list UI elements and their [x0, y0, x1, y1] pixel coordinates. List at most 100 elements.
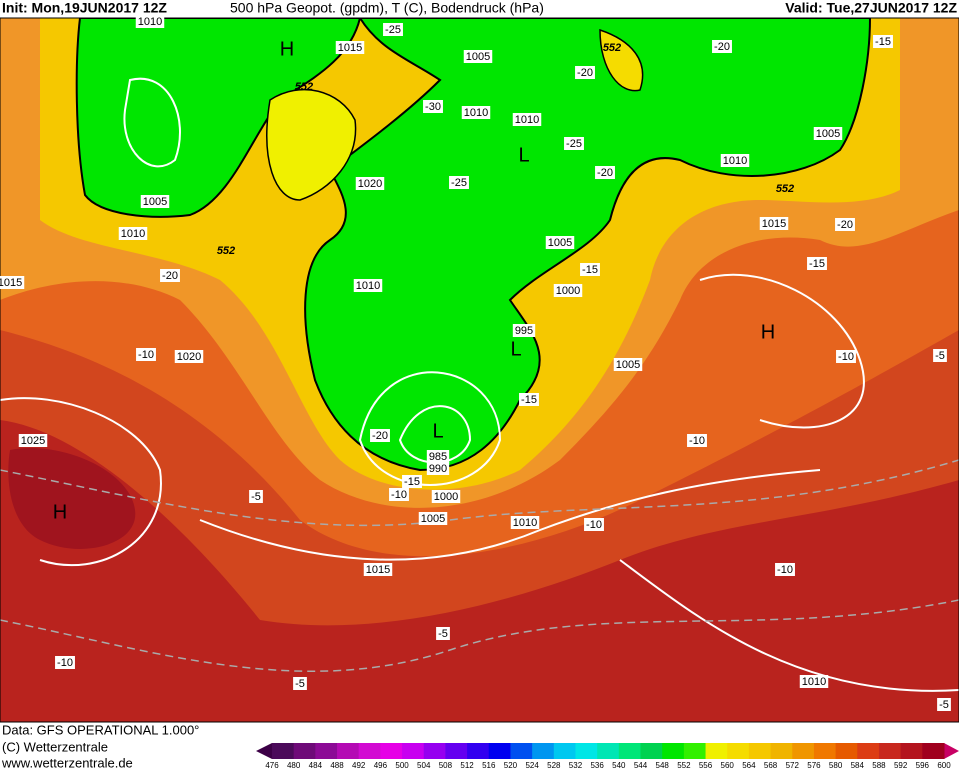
legend-swatch — [467, 743, 490, 759]
pressure-center: L — [510, 338, 521, 360]
temperature-label-box — [136, 348, 156, 361]
pressure-label: 985 — [429, 451, 447, 463]
legend-swatch — [597, 743, 620, 759]
temperature-label-box — [383, 23, 403, 36]
pressure-label-box — [813, 127, 843, 140]
legend-label: 560 — [721, 761, 735, 770]
pressure-center: H — [280, 38, 294, 60]
pressure-label: 1010 — [513, 517, 537, 529]
legend-swatch — [618, 743, 642, 759]
pressure-label: 1005 — [143, 196, 167, 208]
pressure-label: 1005 — [548, 237, 572, 249]
legend-label: 596 — [916, 761, 930, 770]
temperature-label: -15 — [809, 258, 825, 270]
temperature-label: -5 — [935, 350, 945, 362]
legend-label: 592 — [894, 761, 908, 770]
pressure-label-box — [353, 279, 383, 292]
valid-time: Valid: Tue,27JUN2017 12Z — [785, 0, 957, 16]
legend-label: 600 — [937, 761, 951, 770]
legend-swatch — [293, 743, 316, 759]
pressure-label-box — [512, 324, 536, 337]
temperature-label: -20 — [714, 41, 730, 53]
pressure-label: 1005 — [421, 513, 445, 525]
legend-label: 524 — [525, 761, 539, 770]
temperature-label: -15 — [582, 264, 598, 276]
legend-swatch — [272, 743, 295, 759]
temperature-label: -20 — [597, 167, 613, 179]
legend-label: 556 — [699, 761, 713, 770]
pressure-label: 1015 — [762, 218, 786, 230]
pressure-label-box — [510, 516, 540, 529]
pressure-label: 1005 — [616, 359, 640, 371]
legend-swatch — [770, 743, 793, 759]
init-time: Init: Mon,19JUN2017 12Z — [2, 0, 167, 16]
temperature-label: -10 — [138, 349, 154, 361]
height-label: 552 — [603, 42, 621, 54]
pressure-label: 1010 — [515, 114, 539, 126]
pressure-label: 1010 — [121, 228, 145, 240]
pressure-label: 1010 — [356, 280, 380, 292]
pressure-label: 1020 — [358, 178, 382, 190]
height-label: 552 — [776, 183, 794, 195]
legend-swatch — [748, 743, 772, 759]
temperature-label: -5 — [939, 699, 949, 711]
legend-swatch — [900, 743, 923, 759]
legend-label: 512 — [460, 761, 474, 770]
temperature-label-box — [370, 429, 390, 442]
website: www.wetterzentrale.de — [1, 755, 133, 770]
legend-label: 576 — [807, 761, 821, 770]
legend-label: 588 — [872, 761, 886, 770]
legend-swatch — [358, 743, 381, 759]
pressure-center: H — [761, 321, 775, 343]
temperature-label: -20 — [162, 270, 178, 282]
map-labels: 1010 1015 1005 1010 1010 1020 1005 1010 1015 1010… — [0, 15, 951, 711]
pressure-label: 1010 — [802, 676, 826, 688]
temperature-label-box — [564, 137, 584, 150]
pressure-label-box — [135, 15, 165, 28]
legend-swatch — [380, 743, 403, 759]
pressure-label: 1005 — [466, 51, 490, 63]
pressure-label-box — [0, 276, 25, 289]
pressure-label-box — [613, 358, 643, 371]
temperature-label-box — [55, 656, 75, 669]
legend-arrow-left — [256, 743, 272, 759]
legend-label: 496 — [374, 761, 388, 770]
color-legend: 476 480 484 488 492 496 500 504 508 512 516 520 524 5… — [265, 743, 951, 770]
legend-arrow-right — [944, 743, 959, 759]
pressure-center: H — [53, 501, 67, 523]
pressure-label-box — [174, 350, 204, 363]
temperature-label-box — [835, 218, 855, 231]
temperature-label: -30 — [425, 101, 441, 113]
temperature-label-box — [937, 698, 951, 711]
legend-label: 536 — [590, 761, 604, 770]
legend-swatch — [857, 743, 880, 759]
temperature-label: -25 — [385, 24, 401, 36]
pressure-label-box — [799, 675, 829, 688]
legend-label: 532 — [569, 761, 583, 770]
temperature-label: -5 — [295, 678, 305, 690]
pressure-center: L — [518, 144, 529, 166]
pressure-label-box — [759, 217, 789, 230]
legend-label: 476 — [265, 761, 279, 770]
temperature-label: -20 — [372, 430, 388, 442]
temperature-label-box — [775, 563, 795, 576]
pressure-label-box — [418, 512, 448, 525]
temperature-label-box — [423, 100, 443, 113]
temperature-label: -10 — [391, 489, 407, 501]
temperature-label: -25 — [451, 177, 467, 189]
isotherms — [0, 459, 959, 672]
legend-swatch — [423, 743, 446, 759]
legend-swatch — [878, 743, 902, 759]
legend-swatch — [510, 743, 533, 759]
pressure-label-box — [545, 236, 575, 249]
pressure-label-box — [426, 462, 450, 475]
pressure-label-box — [335, 41, 365, 54]
pressure-label-box — [463, 50, 493, 63]
pressure-label-box — [140, 195, 170, 208]
legend-swatch — [922, 743, 945, 759]
temperature-label-box — [712, 40, 732, 53]
pressure-label: 1000 — [556, 285, 580, 297]
pressure-label: 1015 — [0, 277, 22, 289]
legend-label: 544 — [634, 761, 648, 770]
